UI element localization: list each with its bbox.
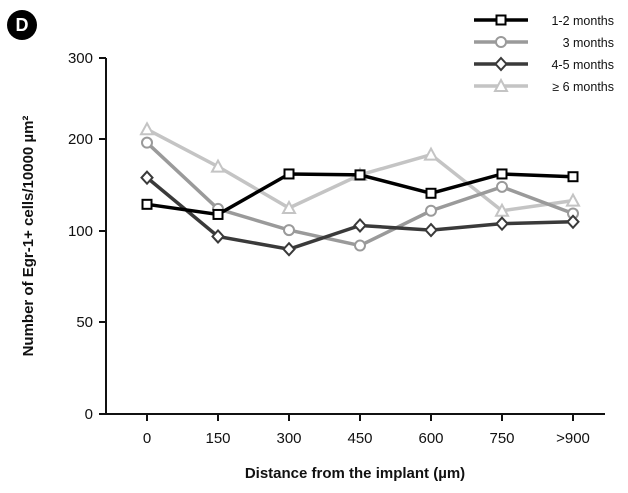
- x-tick-label: 600: [418, 430, 443, 447]
- data-point: [141, 136, 153, 149]
- data-point: [425, 187, 437, 199]
- legend-marker: [493, 77, 509, 92]
- data-point: [423, 146, 439, 161]
- data-point: [496, 168, 508, 180]
- panel-label-text: D: [16, 15, 29, 35]
- x-tick-label: 150: [205, 430, 230, 447]
- data-point: [354, 169, 366, 181]
- y-axis-title: Number of Egr-1+ cells/10000 µm²: [20, 116, 37, 357]
- y-tick-label: 300: [68, 50, 93, 67]
- data-point: [283, 224, 295, 237]
- data-point: [212, 208, 224, 220]
- legend-label: 4-5 months: [551, 58, 614, 72]
- x-tick-label: >900: [556, 430, 590, 447]
- data-point: [211, 228, 225, 244]
- data-point: [139, 121, 155, 136]
- legend-marker: [495, 14, 507, 26]
- x-tick-label: 750: [489, 430, 514, 447]
- legend-marker: [495, 36, 507, 48]
- legend-item: 4-5 months: [474, 56, 614, 72]
- panel-label: D: [7, 10, 37, 40]
- data-point: [140, 170, 154, 186]
- series-layer: [139, 121, 581, 257]
- legend-label: 1-2 months: [551, 14, 614, 28]
- legend-label: 3 months: [563, 36, 614, 50]
- x-axis-title: Distance from the implant (µm): [245, 465, 465, 482]
- data-point: [494, 202, 510, 217]
- y-tick-label: 0: [85, 406, 93, 423]
- data-point: [424, 222, 438, 238]
- series-1: [141, 136, 579, 252]
- legend-item: ≥ 6 months: [474, 77, 614, 94]
- legend: 1-2 months 3 months 4-5 months ≥ 6 months: [474, 14, 614, 94]
- legend-label: ≥ 6 months: [552, 80, 614, 94]
- data-point: [354, 239, 366, 252]
- data-point: [567, 171, 579, 183]
- y-tick-label: 100: [68, 223, 93, 240]
- data-point: [496, 180, 508, 193]
- data-point: [353, 218, 367, 233]
- y-ticks: 0 50 100 200 300: [68, 50, 106, 423]
- y-tick-label: 200: [68, 131, 93, 148]
- legend-item: 3 months: [474, 36, 614, 50]
- data-point: [495, 216, 509, 232]
- y-tick-label: 50: [76, 314, 93, 331]
- series-2: [140, 170, 580, 257]
- data-point: [565, 192, 581, 207]
- x-tick-label: 0: [143, 430, 151, 447]
- x-tick-label: 450: [347, 430, 372, 447]
- legend-item: 1-2 months: [474, 14, 614, 28]
- data-point: [210, 158, 226, 173]
- x-tick-label: 300: [276, 430, 301, 447]
- data-point: [283, 168, 295, 180]
- data-point: [141, 198, 153, 210]
- x-ticks: 0 150 300 450 600 750 >900: [143, 414, 590, 447]
- data-point: [566, 214, 580, 230]
- legend-marker: [494, 56, 508, 72]
- data-point: [282, 241, 296, 257]
- data-point: [425, 204, 437, 217]
- series-0: [141, 168, 579, 220]
- data-point: [281, 199, 297, 214]
